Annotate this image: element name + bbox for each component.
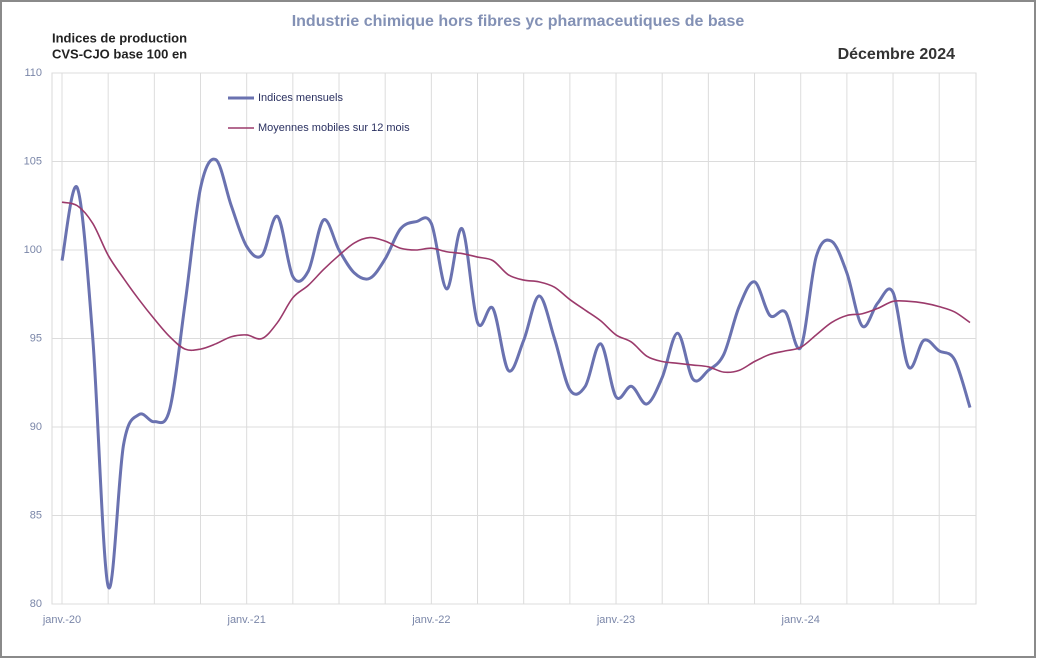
y-tick-label: 95 <box>30 332 42 344</box>
x-tick-label: janv.-22 <box>411 614 450 626</box>
y-tick-label: 100 <box>24 244 42 256</box>
y-axis-label: Indices de production <box>52 30 187 45</box>
x-tick-label: janv.-24 <box>781 614 820 626</box>
legend-label: Indices mensuels <box>258 92 343 104</box>
chart-title: Industrie chimique hors fibres yc pharma… <box>292 13 745 30</box>
y-axis-label: CVS-CJO base 100 en <box>52 46 187 61</box>
y-tick-label: 90 <box>30 421 42 433</box>
x-tick-label: janv.-20 <box>42 614 81 626</box>
date-label: Décembre 2024 <box>838 46 956 63</box>
legend-label: Moyennes mobiles sur 12 mois <box>258 122 410 134</box>
series-line <box>61 201 971 374</box>
x-tick-label: janv.-23 <box>596 614 635 626</box>
y-tick-label: 80 <box>30 598 42 610</box>
series-line <box>60 157 972 590</box>
y-tick-label: 110 <box>24 67 42 79</box>
y-tick-label: 85 <box>30 509 42 521</box>
x-tick-label: janv.-21 <box>227 614 266 626</box>
y-tick-label: 105 <box>24 155 42 167</box>
